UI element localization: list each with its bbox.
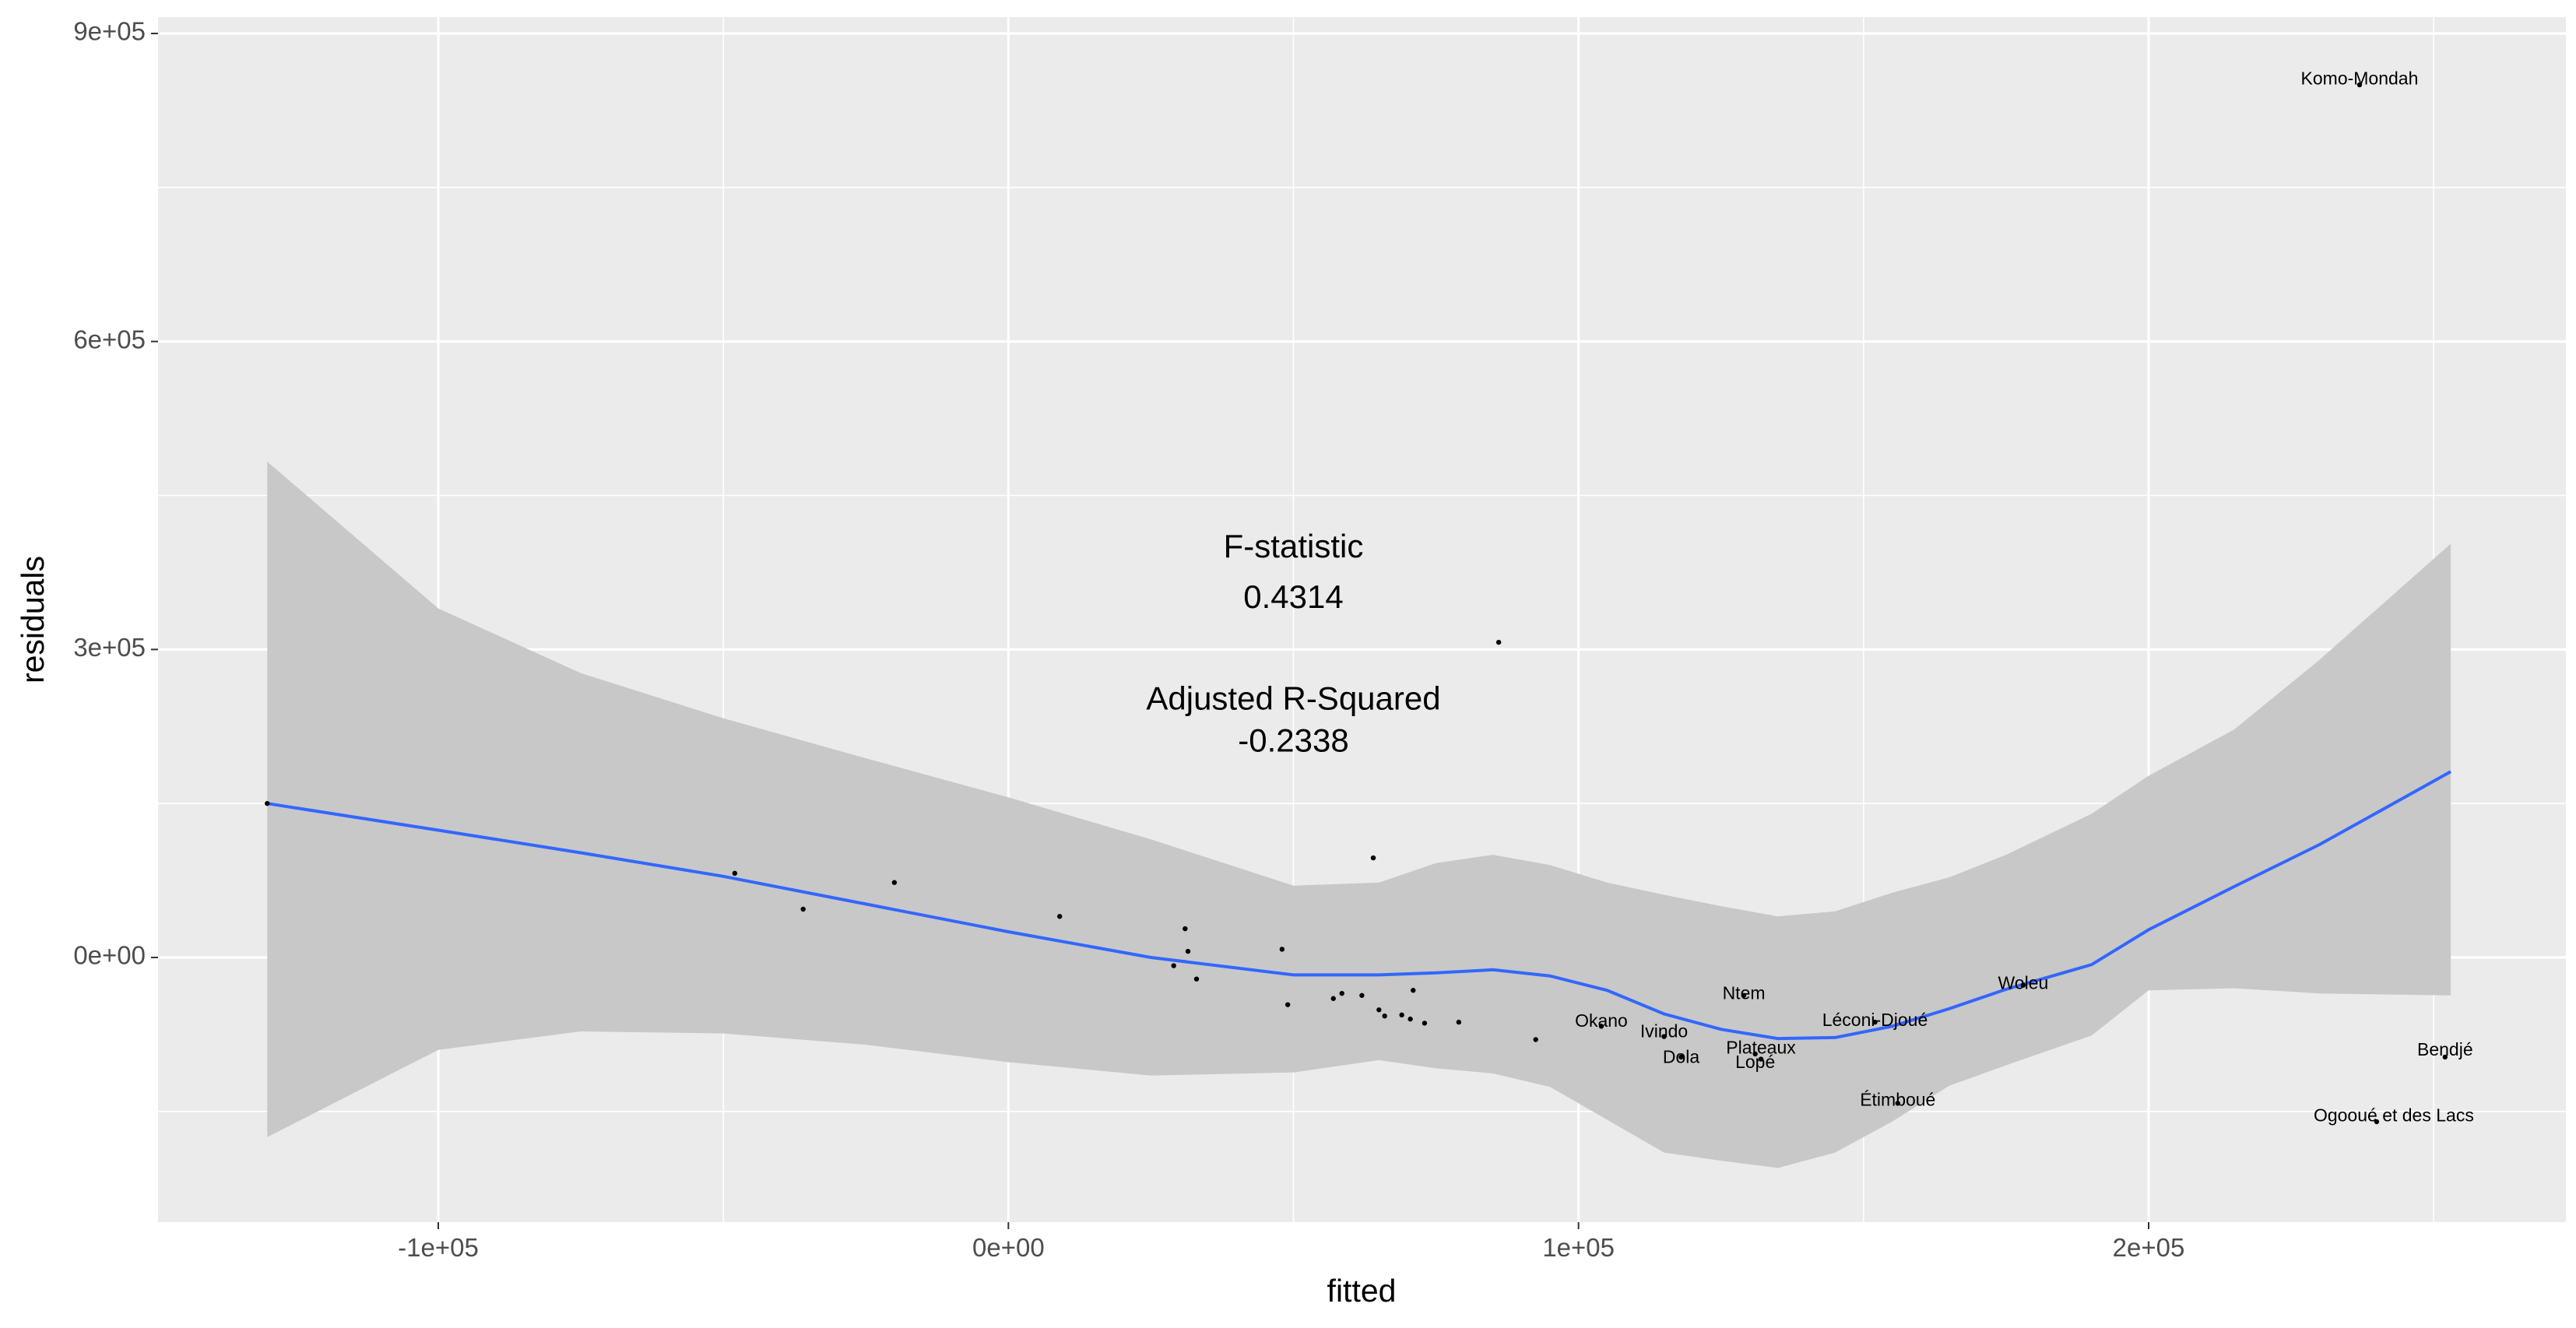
y-axis-title: residuals (15, 556, 51, 683)
data-point (1422, 1021, 1428, 1026)
data-point (1407, 1016, 1413, 1022)
data-point (1284, 1002, 1291, 1007)
region-label: Bendjé (2417, 1039, 2473, 1059)
data-point (1661, 1034, 1667, 1039)
data-point (1279, 947, 1285, 952)
data-point (265, 800, 270, 806)
smooth-trend-line (266, 770, 2452, 1041)
data-point (1411, 988, 1416, 993)
region-label: Plateaux (1726, 1037, 1796, 1057)
data-point (1057, 914, 1063, 919)
region-label: Léconi-Djoué (1822, 1010, 1928, 1030)
region-label: Lopé (1735, 1052, 1775, 1072)
x-axis-title: fitted (1327, 1273, 1397, 1309)
data-point (1872, 1019, 1878, 1025)
region-label: Dola (1663, 1046, 1700, 1066)
data-point (1495, 639, 1502, 645)
data-point (1339, 990, 1344, 996)
data-point (1758, 1056, 1764, 1062)
statistic-annotation: -0.2338 (1238, 722, 1348, 758)
data-point (891, 880, 898, 885)
region-label: Ntem (1723, 983, 1766, 1003)
y-axis: 0e+00 3e+05 6e+05 9e+05 (73, 17, 158, 970)
y-tick-label: 0e+00 (73, 941, 146, 970)
data-point (2020, 982, 2026, 988)
x-tick-label: -1e+05 (398, 1233, 479, 1262)
region-label: Étimboué (1860, 1090, 1935, 1110)
data-point (1359, 992, 1365, 998)
data-point (1183, 926, 1188, 932)
region-label: Okano (1575, 1010, 1628, 1031)
statistic-annotation: 0.4314 (1243, 578, 1343, 615)
region-label: Ivindo (1640, 1021, 1688, 1041)
data-point (1193, 976, 1200, 982)
data-point (1185, 948, 1191, 954)
data-point (800, 906, 806, 912)
region-labels: Komo-Mondah Woleu Ntem Léconi-Djoué Okano Ivi… (1575, 68, 2474, 1125)
data-point (2374, 1119, 2380, 1125)
data-point (732, 870, 738, 877)
statistic-annotation: Adjusted R-Squared (1146, 680, 1440, 716)
data-point (1598, 1024, 1604, 1029)
data-point (2356, 82, 2363, 88)
x-axis: -1e+05 0e+00 1e+05 2e+05 (398, 1222, 2184, 1262)
x-tick-label: 0e+00 (972, 1233, 1045, 1262)
statistic-annotation: F-statistic (1224, 528, 1364, 564)
data-points (265, 82, 2448, 1125)
data-point (1330, 996, 1336, 1001)
region-label: Ogooué et des Lacs (2314, 1105, 2474, 1126)
data-point (1752, 1051, 1758, 1057)
y-tick-label: 9e+05 (73, 17, 146, 46)
data-point (1382, 1013, 1387, 1019)
region-label: Komo-Mondah (2301, 68, 2419, 88)
region-label: Woleu (1998, 972, 2048, 992)
y-tick-label: 6e+05 (73, 325, 146, 353)
data-point (1370, 855, 1376, 861)
x-tick-label: 1e+05 (1542, 1233, 1615, 1262)
y-tick-label: 3e+05 (73, 633, 146, 662)
x-tick-label: 2e+05 (2113, 1233, 2185, 1262)
data-point (1376, 1007, 1382, 1013)
data-point (1399, 1012, 1404, 1018)
fit-statistics: F-statistic 0.4314 Adjusted R-Squared -0.23… (1146, 528, 1440, 758)
data-point (2442, 1054, 2448, 1060)
data-point (1533, 1037, 1538, 1042)
data-point (1456, 1019, 1462, 1025)
data-point (1895, 1101, 1900, 1106)
confidence-ribbon (267, 462, 2451, 1168)
data-point (1171, 963, 1176, 968)
data-point (1741, 992, 1747, 998)
data-point (1678, 1054, 1684, 1060)
